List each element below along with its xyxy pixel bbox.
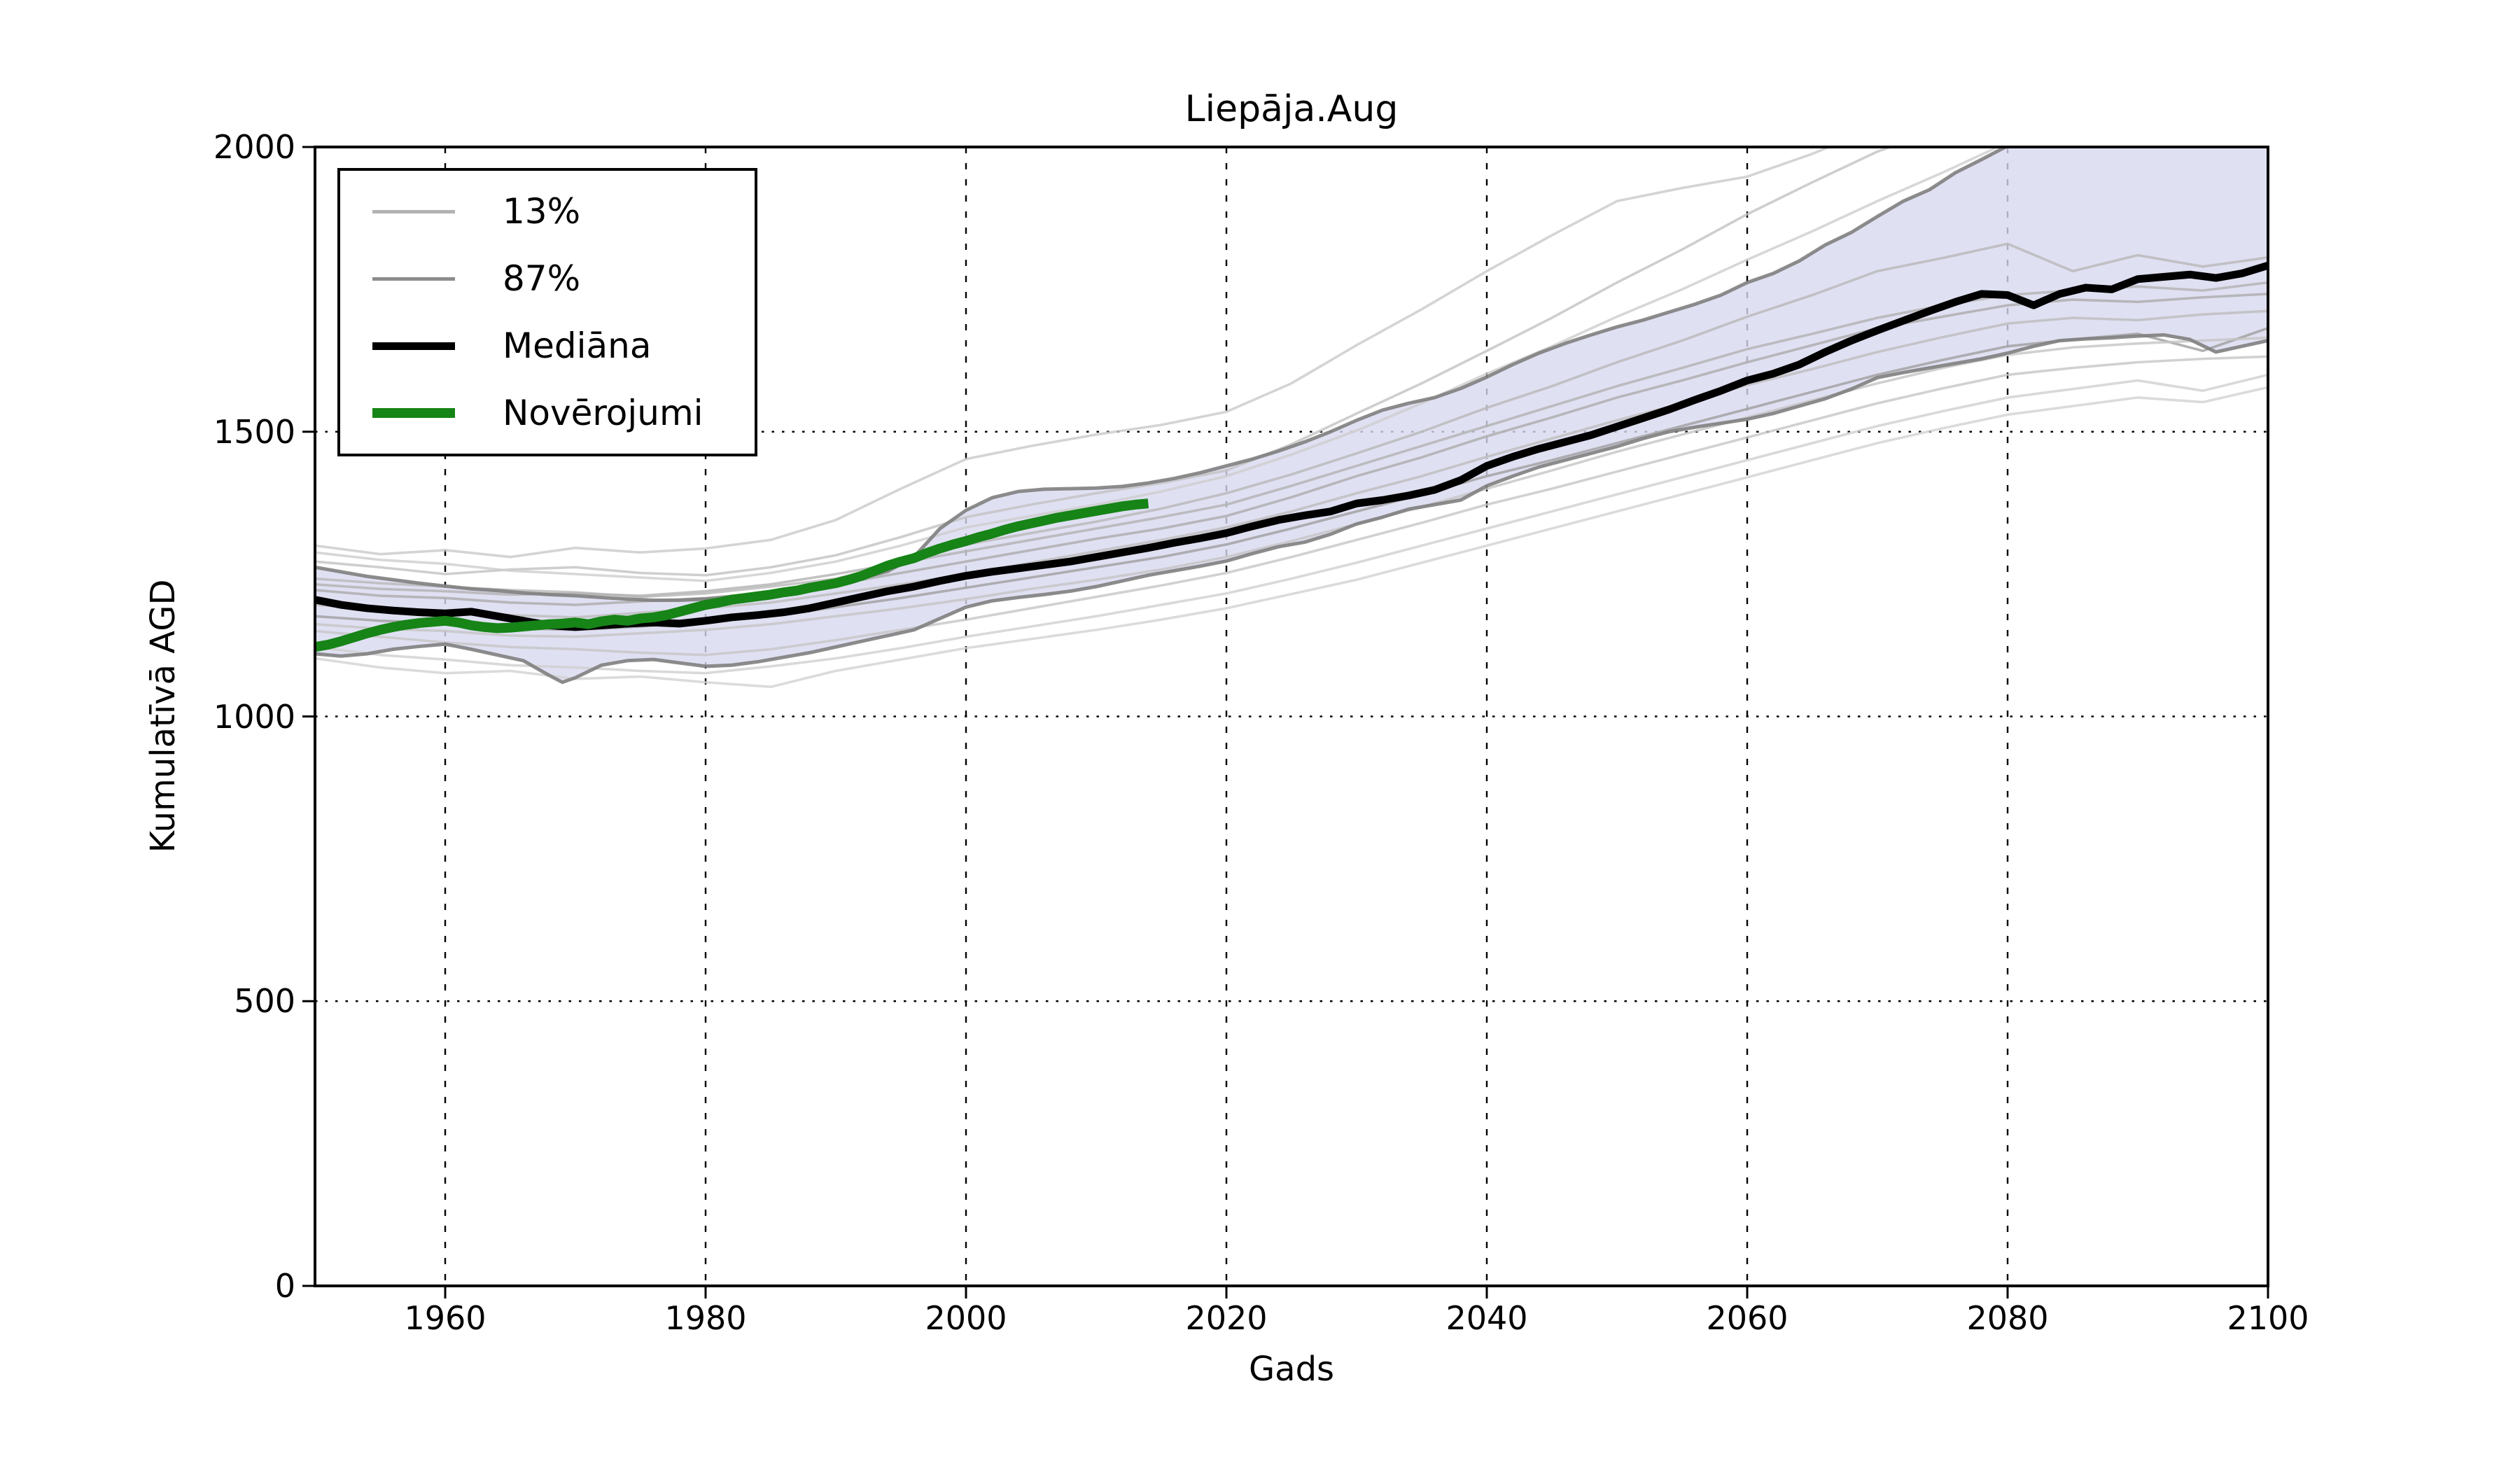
ensemble-line	[315, 147, 1895, 577]
legend-item: Novērojumi	[340, 379, 755, 447]
y-tick-label: 500	[234, 982, 295, 1021]
ensemble-line	[315, 355, 2268, 657]
x-tick-label: 2100	[2227, 1299, 2309, 1337]
x-tick-label: 2060	[1706, 1299, 1788, 1337]
legend-item: Mediāna	[340, 312, 755, 379]
data-layer	[315, 147, 2268, 688]
legend-item: 87%	[340, 245, 755, 312]
legend-line-swatch	[372, 342, 455, 350]
legend-label: Mediāna	[503, 326, 652, 366]
percentile-87-line	[315, 147, 2010, 603]
y-tick-label: 1000	[213, 697, 295, 736]
chart-title: Liepāja.Aug	[1184, 88, 1399, 130]
y-tick-label: 1500	[213, 412, 295, 451]
ensemble-line	[315, 373, 2268, 675]
legend-line-swatch	[372, 276, 455, 281]
legend-line-swatch	[372, 209, 455, 214]
legend-label: 13%	[503, 191, 581, 232]
y-axis-label: Kumulatīvā AGD	[144, 579, 183, 853]
y-tick-label: 2000	[213, 128, 295, 166]
legend-label: 87%	[503, 258, 581, 299]
ensemble-line	[315, 147, 2001, 582]
ensemble-line	[315, 336, 2268, 638]
x-axis-label: Gads	[1248, 1350, 1335, 1389]
ensemble-line	[315, 309, 2268, 619]
x-tick-label: 1980	[664, 1299, 747, 1337]
x-tick-label: 2080	[1966, 1299, 2049, 1337]
x-tick-label: 1960	[404, 1299, 486, 1337]
legend-label: Novērojumi	[503, 393, 704, 433]
tick-marks	[302, 146, 2269, 1298]
ensemble-line	[315, 386, 2268, 688]
legend-item: 13%	[340, 178, 755, 245]
x-tick-label: 2000	[925, 1299, 1007, 1337]
legend: 13% 87% Mediāna Novērojumi	[337, 168, 757, 456]
y-tick-label: 0	[274, 1267, 295, 1305]
percentile-13-line	[315, 332, 2268, 685]
ensemble-line	[315, 147, 1833, 559]
observations-line	[315, 498, 1149, 652]
x-tick-label: 2020	[1185, 1299, 1268, 1337]
x-tick-label: 2040	[1446, 1299, 1528, 1337]
legend-line-swatch	[372, 408, 455, 418]
percentile-band-area	[315, 147, 2268, 682]
